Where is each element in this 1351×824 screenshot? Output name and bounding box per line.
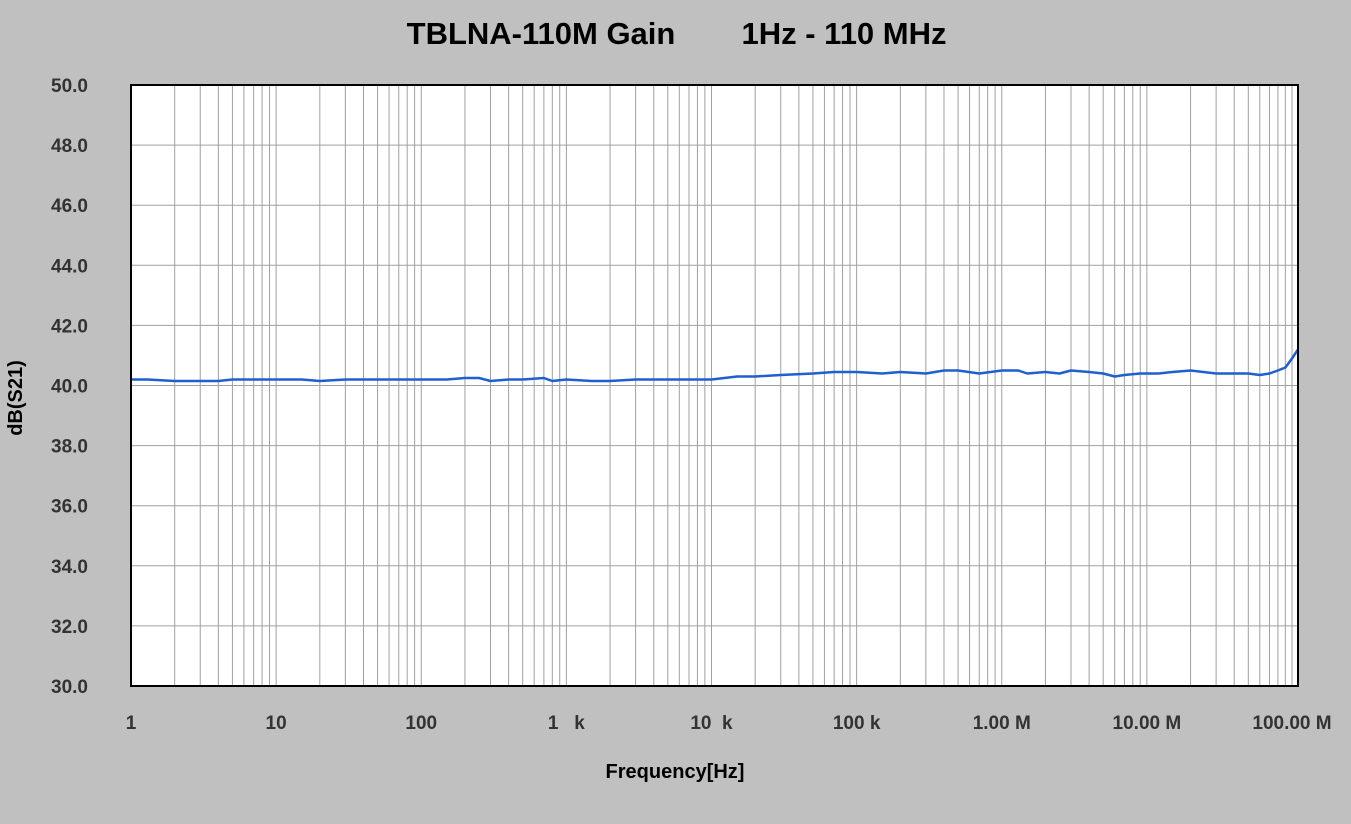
y-tick-label: 36.0 (51, 497, 88, 518)
x-tick-label: 1 (126, 713, 137, 734)
x-tick-label: 1.00 M (973, 713, 1031, 734)
x-axis-label: Frequency[Hz] (606, 761, 745, 783)
chart-subtitle: 1Hz - 110 MHz (741, 16, 946, 51)
series-line (131, 348, 1300, 383)
y-tick-label: 46.0 (51, 196, 88, 217)
y-tick-label: 40.0 (51, 377, 88, 398)
plot-frame (130, 84, 1299, 687)
y-tick-label: 32.0 (51, 617, 88, 638)
y-tick-label: 44.0 (51, 256, 88, 277)
x-tick-label: 10.00 M (1113, 713, 1182, 734)
y-tick-label: 42.0 (51, 316, 88, 337)
y-tick-label: 30.0 (51, 677, 88, 698)
x-tick-label: 100 k (833, 713, 881, 734)
y-tick-label: 48.0 (51, 136, 88, 157)
x-tick-label: 100.00 M (1252, 713, 1331, 734)
y-tick-label: 38.0 (51, 437, 88, 458)
x-tick-label: 100 (405, 713, 437, 734)
x-tick-labels: 1 10 100 1 k 10 k 100 k 1.00 M 10.00 M 100.00 M (126, 713, 1332, 734)
grid-lines (131, 85, 1298, 686)
y-axis-label: dB(S21) (5, 360, 27, 436)
y-tick-labels: 30.0 32.0 34.0 36.0 38.0 40.0 42.0 44.0 46.0 48.0… (51, 76, 88, 698)
y-tick-label: 34.0 (51, 557, 88, 578)
chart-title: TBLNA-110M Gain (407, 16, 676, 51)
y-tick-label: 50.0 (51, 76, 88, 97)
x-tick-label: 10 k (690, 713, 733, 734)
x-tick-label: 1 k (548, 713, 585, 734)
x-tick-label: 10 (266, 713, 287, 734)
